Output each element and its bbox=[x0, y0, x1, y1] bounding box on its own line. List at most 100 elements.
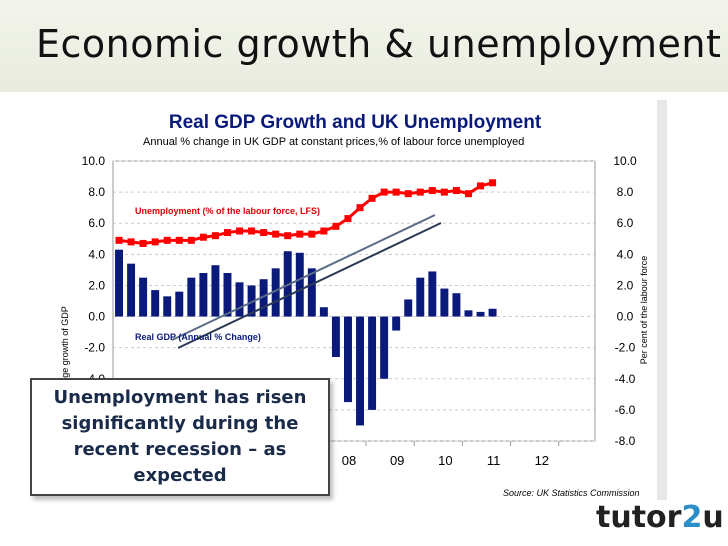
unemployment-point bbox=[187, 236, 195, 244]
unemployment-point bbox=[175, 236, 183, 244]
gdp-bar bbox=[428, 271, 437, 317]
unemployment-point bbox=[296, 230, 304, 238]
unemployment-point bbox=[440, 188, 448, 196]
unemployment-point bbox=[477, 182, 485, 190]
left-tick-label: 8.0 bbox=[88, 185, 105, 199]
logo-text-u: u bbox=[702, 500, 724, 535]
gdp-series-label: Real GDP (Annual % Change) bbox=[135, 332, 261, 342]
gdp-bar bbox=[331, 316, 340, 357]
callout-text: Unemployment has risen significantly dur… bbox=[53, 387, 307, 486]
unemployment-point bbox=[308, 230, 316, 238]
gdp-bar bbox=[283, 251, 292, 317]
unemployment-point bbox=[452, 187, 460, 195]
unemployment-point bbox=[356, 204, 364, 212]
right-tick-label: -2.0 bbox=[615, 341, 636, 355]
gdp-bar bbox=[295, 252, 304, 317]
title-band bbox=[0, 0, 728, 92]
unemployment-point bbox=[368, 194, 376, 202]
unemployment-point bbox=[248, 227, 256, 235]
left-axis-label: Percentage growth of GDP bbox=[60, 306, 70, 414]
gdp-bar bbox=[368, 316, 377, 410]
gdp-bar bbox=[476, 311, 485, 317]
unemployment-point bbox=[320, 227, 328, 235]
x-tick-label: 09 bbox=[390, 453, 404, 468]
unemployment-point bbox=[464, 190, 472, 198]
x-tick-label: 12 bbox=[535, 453, 549, 468]
unemployment-point bbox=[163, 236, 171, 244]
unemployment-point bbox=[284, 232, 292, 240]
gdp-bar bbox=[380, 316, 389, 379]
right-tick-label: 0.0 bbox=[617, 310, 634, 324]
unemployment-point bbox=[199, 233, 207, 241]
gdp-bar bbox=[307, 268, 316, 317]
tutor2u-logo: tutor2u bbox=[596, 500, 724, 540]
gdp-bar bbox=[187, 277, 196, 317]
chart-subtitle: Annual % change in UK GDP at constant pr… bbox=[143, 136, 524, 148]
gdp-bar bbox=[259, 279, 268, 317]
x-tick-label: 08 bbox=[342, 453, 356, 468]
gdp-unemployment-chart: Real GDP Growth and UK Unemployment Annu… bbox=[60, 112, 649, 498]
right-tick-label: 8.0 bbox=[617, 185, 634, 199]
left-tick-label: 4.0 bbox=[88, 247, 105, 261]
right-tick-label: 2.0 bbox=[617, 278, 634, 292]
gdp-bar bbox=[343, 316, 352, 403]
left-tick-label: 2.0 bbox=[88, 278, 105, 292]
unemployment-point bbox=[151, 238, 159, 246]
gdp-bar bbox=[115, 249, 124, 317]
right-tick-label: 4.0 bbox=[617, 247, 634, 261]
left-tick-label: 0.0 bbox=[88, 310, 105, 324]
gdp-bar bbox=[271, 268, 280, 317]
gdp-bar bbox=[211, 265, 220, 317]
right-tick-label: -6.0 bbox=[615, 403, 636, 417]
gdp-bar bbox=[404, 299, 413, 317]
unemployment-point bbox=[428, 187, 436, 195]
left-tick-label: 10.0 bbox=[82, 154, 106, 168]
chart-source: Source: UK Statistics Commission bbox=[503, 488, 640, 498]
right-axis-label: Per cent of the labour force bbox=[639, 256, 649, 365]
gdp-bar bbox=[223, 273, 232, 317]
right-tick-label: 6.0 bbox=[617, 216, 634, 230]
trend-arrows bbox=[171, 214, 442, 349]
side-strip bbox=[657, 100, 667, 500]
gdp-bar bbox=[452, 293, 461, 317]
right-tick-label: -8.0 bbox=[615, 434, 636, 448]
gdp-bar bbox=[488, 308, 497, 317]
unemployment-point bbox=[127, 238, 135, 246]
x-tick-label: 11 bbox=[487, 453, 501, 468]
logo-text-two: 2 bbox=[681, 500, 703, 535]
logo-text-tutor: tutor bbox=[596, 500, 682, 535]
left-tick-label: 6.0 bbox=[88, 216, 105, 230]
gdp-bar bbox=[199, 273, 208, 317]
right-tick-label: 10.0 bbox=[613, 154, 637, 168]
unemployment-point bbox=[272, 230, 280, 238]
unemployment-point bbox=[139, 239, 147, 247]
gdp-bar bbox=[175, 291, 184, 317]
callout-box: Unemployment has risen significantly dur… bbox=[30, 378, 330, 496]
unemployment-point bbox=[344, 215, 352, 223]
unemployment-point bbox=[332, 222, 340, 230]
gdp-bar bbox=[416, 277, 425, 317]
gdp-bar bbox=[151, 290, 160, 317]
right-tick-label: -4.0 bbox=[615, 372, 636, 386]
unemployment-point bbox=[115, 236, 123, 244]
unemployment-point bbox=[380, 188, 388, 196]
gdp-bar bbox=[440, 288, 449, 317]
unemployment-point bbox=[211, 232, 219, 240]
gdp-bar bbox=[247, 285, 256, 317]
gdp-bar bbox=[392, 316, 401, 331]
unemployment-point bbox=[223, 229, 231, 237]
unemployment-point bbox=[392, 188, 400, 196]
x-tick-label: 10 bbox=[438, 453, 452, 468]
gdp-bar bbox=[163, 296, 172, 317]
gdp-bar bbox=[127, 263, 136, 317]
unemployment-point bbox=[260, 229, 268, 237]
unemployment-point bbox=[489, 179, 497, 187]
slide-title: Economic growth & unemployment bbox=[36, 22, 722, 66]
unemployment-series-label: Unemployment (% of the labour force, LFS… bbox=[135, 206, 320, 216]
gdp-bar bbox=[319, 307, 328, 317]
gdp-bar bbox=[139, 277, 148, 317]
left-tick-label: -2.0 bbox=[84, 341, 105, 355]
chart-title: Real GDP Growth and UK Unemployment bbox=[169, 112, 542, 133]
unemployment-point bbox=[404, 190, 412, 198]
gdp-bar bbox=[235, 282, 244, 317]
